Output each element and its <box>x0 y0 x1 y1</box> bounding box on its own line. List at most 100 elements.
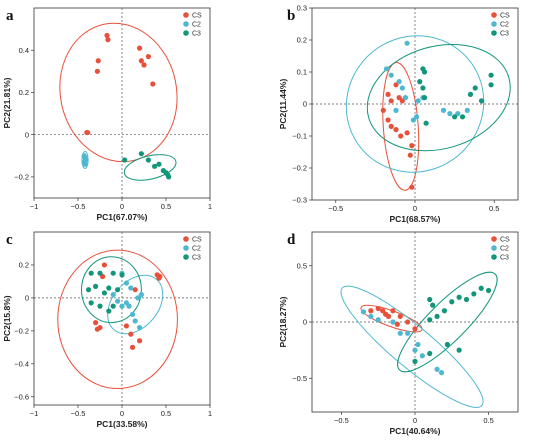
point-C3 <box>427 317 433 323</box>
point-C3 <box>138 151 144 157</box>
y-tick-label: 0.1 <box>297 68 307 77</box>
point-CS <box>409 184 415 190</box>
point-CS <box>141 62 147 68</box>
point-C3 <box>97 303 103 309</box>
y-axis-title: PC2(11.44%) <box>278 79 288 130</box>
x-tick-label: 1 <box>208 409 212 418</box>
point-CS <box>385 313 392 319</box>
point-C3 <box>110 270 116 276</box>
point-C3 <box>151 163 158 169</box>
point-C3 <box>156 161 162 167</box>
point-CS <box>396 95 402 101</box>
pca-panel-c: −1 −0.5 0 0.5 1 −0.6 −0.4 −0.2 0 0.2 PC1(33.58%) PC… <box>2 231 212 429</box>
point-C2 <box>399 85 405 91</box>
point-C3 <box>417 79 423 85</box>
ellipse-C3 <box>366 43 511 152</box>
point-C3 <box>456 347 462 353</box>
point-C2 <box>402 95 409 101</box>
point-CS <box>390 308 396 314</box>
point-CS <box>394 321 400 327</box>
point-C2 <box>126 303 132 309</box>
point-C2 <box>396 79 402 85</box>
pca-panel-a: −1 −0.5 0 0.5 1 −0.2 0 0.2 0.4 PC1(67.07%) PC2(21.… <box>2 7 212 222</box>
point-C2 <box>137 324 143 331</box>
point-CS <box>407 152 413 158</box>
point-C2 <box>419 353 425 359</box>
ellipse-CS <box>59 22 178 163</box>
y-tick-label: 0 <box>25 294 29 303</box>
point-CS <box>138 58 144 64</box>
ellipse-CS <box>382 62 420 191</box>
y-tick-label: −0.2 <box>14 326 29 335</box>
point-C2 <box>413 114 420 120</box>
y-tick-label: 0.5 <box>297 261 307 270</box>
point-C2 <box>83 157 89 163</box>
legend-marker-CS <box>183 12 189 18</box>
point-C3 <box>423 120 429 126</box>
point-C3 <box>427 350 433 357</box>
ellipse-C3 <box>397 271 498 373</box>
point-C3 <box>471 291 477 297</box>
x-tick-label: 0 <box>120 202 124 211</box>
x-axis-title: PC1(40.64%) <box>389 426 440 436</box>
point-C2 <box>440 107 447 113</box>
x-tick-label: 0 <box>413 204 417 213</box>
legend-marker-C3 <box>183 254 189 260</box>
point-CS <box>105 37 111 43</box>
point-C3 <box>88 300 94 306</box>
point-C2 <box>415 341 421 348</box>
point-CS <box>85 129 91 136</box>
point-C2 <box>383 66 390 72</box>
point-CS <box>137 338 143 344</box>
point-CS <box>93 320 99 326</box>
point-C3 <box>421 95 428 101</box>
point-C2 <box>464 107 470 113</box>
point-C2 <box>123 280 129 286</box>
legend-label: C2 <box>500 246 509 253</box>
panel-letter: b <box>287 8 295 24</box>
point-C3 <box>444 341 450 348</box>
point-C3 <box>420 85 426 91</box>
point-CS <box>409 143 415 149</box>
legend-label: CS <box>192 237 202 244</box>
legend-marker-C2 <box>491 21 497 27</box>
point-C2 <box>119 303 125 309</box>
point-C3 <box>88 270 94 276</box>
point-C2 <box>375 317 381 323</box>
point-C3 <box>93 283 99 289</box>
legend-marker-C2 <box>491 245 497 251</box>
point-CS <box>150 81 156 87</box>
point-C3 <box>485 287 492 294</box>
point-CS <box>388 98 394 104</box>
point-C2 <box>132 318 138 324</box>
point-CS <box>97 324 103 331</box>
point-C2 <box>397 330 403 336</box>
point-C2 <box>110 292 116 298</box>
y-axis-title: PC2(18.27%) <box>278 296 288 347</box>
point-CS <box>397 313 403 319</box>
x-tick-label: 0.5 <box>489 204 499 213</box>
point-C3 <box>472 85 478 91</box>
point-C2 <box>455 111 461 117</box>
ellipse-C2 <box>340 285 484 408</box>
point-C3 <box>430 302 436 308</box>
legend-marker-CS <box>491 12 497 18</box>
x-tick-label: 0 <box>120 409 124 418</box>
legend-marker-C3 <box>491 30 497 36</box>
point-C3 <box>459 114 466 120</box>
point-CS <box>104 32 110 39</box>
point-C2 <box>438 370 445 376</box>
pca-panel-d: −0.5 0 0.5 −0.5 0 0.5 PC1(40.64%) PC2(18.27%) d C… <box>278 231 519 436</box>
point-C2 <box>390 319 396 325</box>
point-C2 <box>412 347 418 353</box>
legend-label: CS <box>500 237 510 244</box>
x-tick-label: −1 <box>30 202 39 211</box>
point-CS <box>132 287 138 293</box>
legend-marker-C2 <box>183 21 189 27</box>
x-axis-title: PC1(67.07%) <box>96 212 147 222</box>
ellipse-CS <box>57 249 178 390</box>
point-C3 <box>421 69 428 75</box>
panel-letter: c <box>6 232 13 248</box>
legend-marker-C3 <box>183 30 189 36</box>
y-tick-label: 0.4 <box>19 46 29 55</box>
